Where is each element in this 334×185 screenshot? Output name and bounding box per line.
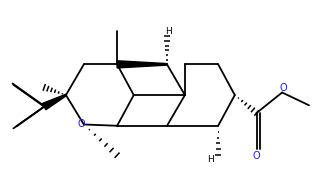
Text: O: O [279,83,287,93]
Text: O: O [77,120,85,130]
Text: H: H [207,155,214,164]
Text: O: O [253,152,261,162]
Text: H: H [165,27,172,36]
Polygon shape [117,61,167,68]
Polygon shape [42,94,66,110]
